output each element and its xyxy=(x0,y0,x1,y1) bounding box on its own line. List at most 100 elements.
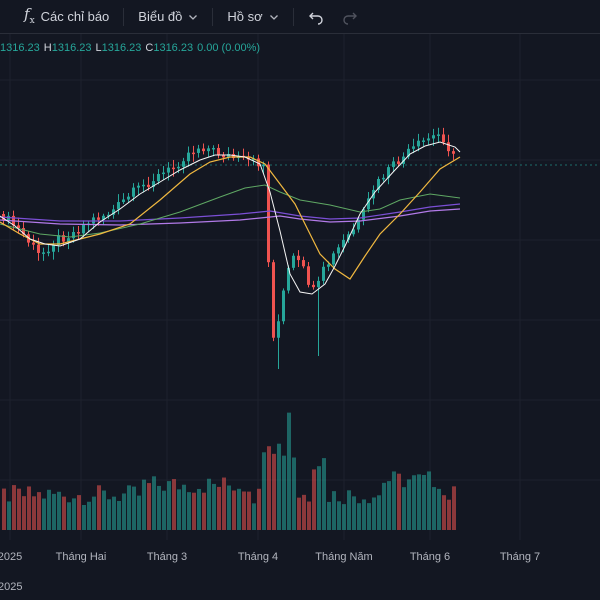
volume-bar xyxy=(372,497,376,530)
candle-body xyxy=(327,264,330,267)
candle-body xyxy=(132,187,135,197)
volume-bar xyxy=(407,479,411,530)
open-value: 1316.23 xyxy=(0,42,40,54)
volume-bar xyxy=(127,485,131,530)
candle-body xyxy=(177,166,180,169)
x-axis: 2025 Tháng Hai Tháng 3 Tháng 4 Tháng Năm… xyxy=(0,551,540,563)
candle-body xyxy=(282,290,285,322)
candle-body xyxy=(227,154,230,158)
candle-body xyxy=(82,224,85,234)
candle-body xyxy=(157,174,160,182)
candle-body xyxy=(272,262,275,338)
candle-body xyxy=(397,161,400,164)
volume-bar xyxy=(387,481,391,530)
ma-slow-line xyxy=(0,184,461,238)
candle-body xyxy=(147,184,150,187)
volume-bar xyxy=(22,496,26,530)
candle-body xyxy=(322,266,325,281)
volume-bar xyxy=(57,491,61,530)
volume-bar xyxy=(212,483,216,530)
volume-bar xyxy=(92,496,96,530)
candle-body xyxy=(192,152,195,155)
chart-type-label: Biểu đồ xyxy=(138,9,183,24)
chart-type-button[interactable]: Biểu đồ xyxy=(132,4,204,30)
candle-body xyxy=(262,164,265,167)
volume-bar xyxy=(287,412,291,530)
volume-bar xyxy=(227,485,231,530)
low-value: 1316.23 xyxy=(101,42,142,54)
volume-bar xyxy=(272,453,276,530)
candle-body xyxy=(247,156,250,160)
candle-body xyxy=(187,152,190,162)
candle-body xyxy=(17,225,20,229)
x-axis-label: Tháng Năm xyxy=(315,551,372,563)
redo-button[interactable] xyxy=(336,4,364,30)
volume-bar xyxy=(62,496,66,530)
candle-body xyxy=(277,321,280,338)
profile-button[interactable]: Hồ sơ xyxy=(221,4,284,30)
volume-bar xyxy=(177,489,181,530)
candle-body xyxy=(392,161,395,168)
volume-bar xyxy=(77,495,81,530)
candle-body xyxy=(332,253,335,265)
volume-bar xyxy=(142,479,146,530)
candle-body xyxy=(437,134,440,136)
volume-bar xyxy=(7,501,11,530)
x-axis-label: 2025 xyxy=(0,551,22,563)
volume-bar xyxy=(172,479,176,530)
volume-bar xyxy=(322,458,326,530)
undo-button[interactable] xyxy=(302,4,330,30)
volume-bar xyxy=(262,452,266,530)
volume-bar xyxy=(72,498,76,530)
volume-bar xyxy=(317,466,321,530)
volume-bar xyxy=(67,502,71,530)
volume-bar xyxy=(417,474,421,530)
volume-bar xyxy=(42,498,46,530)
candle-body xyxy=(292,255,295,268)
volume-bar xyxy=(437,488,441,530)
volume-bar xyxy=(17,488,21,530)
candle-body xyxy=(302,260,305,267)
volume-bar xyxy=(252,503,256,530)
volume-bar xyxy=(257,488,261,530)
x-axis-label: Tháng Hai xyxy=(56,551,107,563)
candle-body xyxy=(122,199,125,203)
volume-bar xyxy=(427,471,431,530)
volume-bar xyxy=(107,499,111,530)
volume-bar xyxy=(377,495,381,530)
close-label: C xyxy=(145,42,154,54)
candle-body xyxy=(112,209,115,215)
volume-bar xyxy=(152,476,156,530)
candle-body xyxy=(362,209,365,220)
price-chart[interactable]: 2025 Tháng Hai Tháng 3 Tháng 4 Tháng Năm… xyxy=(0,34,600,600)
volume-bar xyxy=(282,455,286,530)
volume-bar xyxy=(187,492,191,530)
function-icon: fx xyxy=(24,5,35,26)
volume-bar xyxy=(277,443,281,530)
volume-bar xyxy=(432,487,436,530)
volume-bar xyxy=(237,488,241,530)
toolbar-divider xyxy=(123,7,125,26)
volume-bar xyxy=(297,497,301,530)
volume-bars xyxy=(2,412,456,530)
volume-bar xyxy=(82,504,86,530)
candle-body xyxy=(142,184,145,187)
volume-bar xyxy=(367,503,371,530)
candle-body xyxy=(32,242,35,245)
indicators-button[interactable]: fx Các chỉ báo xyxy=(18,4,115,30)
volume-bar xyxy=(27,486,31,530)
moving-averages xyxy=(0,141,461,295)
volume-bar xyxy=(117,500,121,530)
ohlc-legend: 1316.23 H1316.23 L1316.23 C1316.23 0.00 … xyxy=(0,42,260,54)
volume-bar xyxy=(292,457,296,530)
toolbar-divider xyxy=(292,7,294,26)
candle-body xyxy=(257,158,260,167)
chevron-down-icon xyxy=(269,14,278,20)
high-label: H xyxy=(43,42,52,54)
volume-bar xyxy=(37,492,41,530)
candle-body xyxy=(182,161,185,167)
volume-bar xyxy=(137,495,141,530)
candle-body xyxy=(342,239,345,248)
volume-bar xyxy=(52,493,56,530)
x-axis-label: Tháng 4 xyxy=(238,551,278,563)
